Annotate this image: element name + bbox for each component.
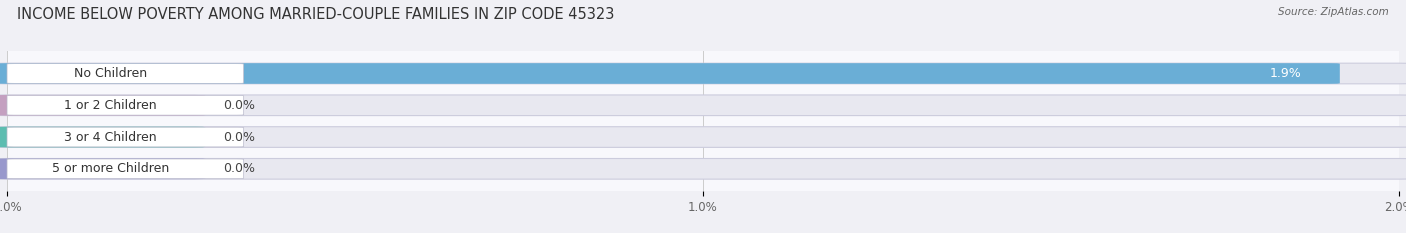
FancyBboxPatch shape (7, 64, 243, 83)
Text: 3 or 4 Children: 3 or 4 Children (65, 130, 156, 144)
FancyBboxPatch shape (0, 127, 1406, 147)
FancyBboxPatch shape (7, 127, 243, 147)
FancyBboxPatch shape (0, 127, 205, 147)
Text: 1.9%: 1.9% (1270, 67, 1302, 80)
Text: No Children: No Children (75, 67, 148, 80)
FancyBboxPatch shape (7, 96, 243, 115)
FancyBboxPatch shape (0, 158, 205, 179)
Text: 1 or 2 Children: 1 or 2 Children (65, 99, 156, 112)
Text: 0.0%: 0.0% (222, 99, 254, 112)
FancyBboxPatch shape (7, 159, 243, 179)
Text: 0.0%: 0.0% (222, 162, 254, 175)
Text: INCOME BELOW POVERTY AMONG MARRIED-COUPLE FAMILIES IN ZIP CODE 45323: INCOME BELOW POVERTY AMONG MARRIED-COUPL… (17, 7, 614, 22)
Text: 5 or more Children: 5 or more Children (52, 162, 169, 175)
FancyBboxPatch shape (0, 95, 1406, 116)
FancyBboxPatch shape (0, 63, 1406, 84)
Text: Source: ZipAtlas.com: Source: ZipAtlas.com (1278, 7, 1389, 17)
FancyBboxPatch shape (0, 95, 205, 116)
FancyBboxPatch shape (0, 158, 1406, 179)
Text: 0.0%: 0.0% (222, 130, 254, 144)
FancyBboxPatch shape (0, 63, 1340, 84)
